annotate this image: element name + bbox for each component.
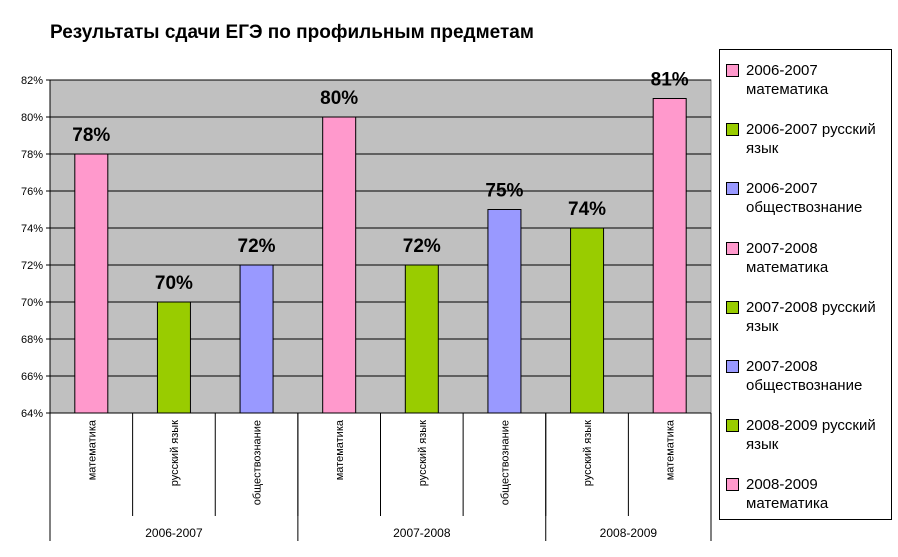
data-label: 78%: [72, 125, 110, 146]
y-tick-label: 70%: [21, 297, 43, 309]
bar: [239, 264, 274, 414]
category-label: математика: [334, 419, 346, 480]
y-tick-label: 66%: [21, 371, 43, 383]
data-label: 75%: [485, 181, 523, 202]
legend-label: 2007-2008 обществознание: [746, 358, 863, 394]
data-label: 80%: [320, 88, 358, 109]
legend-swatch: [726, 123, 739, 137]
y-tick-label: 68%: [21, 334, 43, 346]
legend-label: 2006-2007 обществознание: [746, 180, 863, 217]
plot-area: [49, 79, 712, 414]
category-label: математика: [665, 419, 677, 480]
y-tick-label: 64%: [21, 408, 43, 420]
legend-label: 2008-2009 математика: [746, 476, 829, 513]
y-tick-label: 82%: [21, 75, 43, 87]
data-label: 70%: [155, 273, 193, 294]
data-label: 72%: [403, 236, 441, 257]
legend-swatch: [726, 241, 739, 255]
data-label: 74%: [568, 199, 606, 220]
category-label: обществознание: [252, 420, 264, 505]
legend-swatch: [726, 64, 739, 77]
bar: [404, 264, 439, 414]
data-label: 72%: [238, 236, 276, 257]
y-tick-label: 76%: [21, 186, 43, 198]
y-tick-label: 80%: [21, 112, 43, 124]
legend-swatch: [726, 478, 739, 492]
legend-label: 2007-2008 математика: [746, 239, 829, 276]
legend-swatch: [726, 182, 739, 196]
category-label: математика: [86, 419, 98, 480]
bar: [487, 209, 522, 414]
bar: [570, 227, 605, 414]
bar: [322, 116, 357, 414]
bar: [652, 98, 687, 414]
legend-swatch: [726, 360, 739, 373]
bar: [156, 301, 191, 414]
legend-label: 2006-2007 математика: [746, 62, 829, 98]
y-tick-label: 78%: [21, 149, 43, 161]
group-label: 2007-2008: [393, 526, 451, 540]
group-label: 2008-2009: [600, 526, 658, 540]
chart-title: Результаты сдачи ЕГЭ по профильным предм…: [50, 22, 534, 43]
legend-label: 2006-2007 русский язык: [746, 121, 876, 158]
category-label: русский язык: [169, 420, 181, 486]
group-label: 2006-2007: [145, 526, 203, 540]
category-label: русский язык: [582, 420, 594, 486]
legend-swatch: [726, 419, 739, 433]
legend-swatch: [726, 300, 739, 314]
legend-label: 2007-2008 русский язык: [746, 298, 876, 335]
category-label: русский язык: [417, 420, 429, 486]
bar: [74, 153, 109, 414]
legend-label: 2008-2009 русский язык: [746, 417, 876, 454]
category-label: обществознание: [499, 420, 511, 505]
y-tick-label: 74%: [21, 223, 43, 235]
y-tick-label: 72%: [21, 260, 43, 272]
chart-legend: 2006-2007 математика 2006-2007 русский яз…: [719, 49, 892, 520]
data-label: 81%: [651, 70, 689, 91]
